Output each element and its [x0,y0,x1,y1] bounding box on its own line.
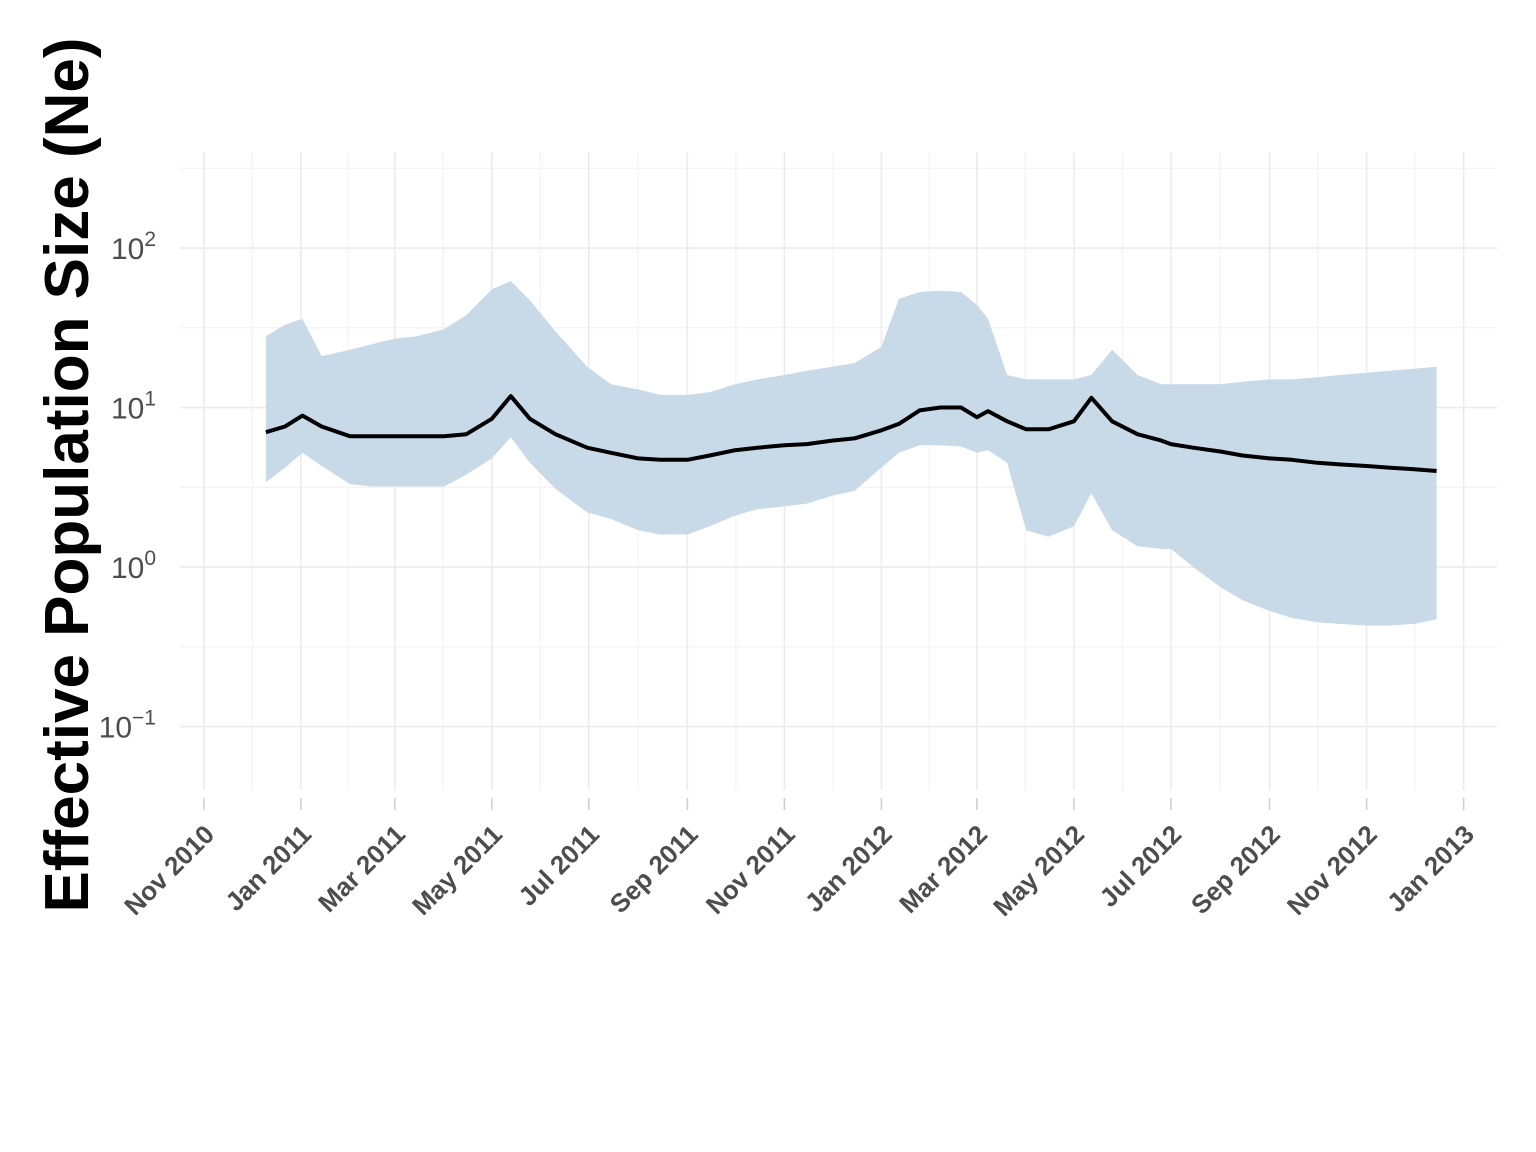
y-axis-ticks: 102 101 100 10−1 [99,228,156,745]
x-tick-label: Jul 2012 [1093,819,1187,913]
x-tick-label: Nov 2010 [118,819,220,921]
x-tick-label: May 2012 [987,819,1090,922]
x-tick-label: Nov 2011 [700,819,801,920]
x-tick-label: Jan 2012 [799,819,898,918]
x-tick-label: Mar 2011 [312,819,411,918]
y-tick-label: 102 [111,228,156,266]
y-tick-label: 100 [111,547,156,585]
median-line [265,394,1437,473]
median-series-line [265,394,1437,473]
y-tick-label: 101 [111,388,156,426]
x-tick-label: May 2011 [406,819,508,921]
confidence-ribbon [265,281,1437,626]
y-tick-label: 10−1 [99,707,156,745]
y-axis-title: Effective Population Size (Ne) [33,37,102,912]
x-tick-label: Sep 2011 [604,819,704,919]
x-tick-label: Sep 2012 [1185,819,1286,920]
confidence-band [265,281,1437,626]
x-tick-label: Mar 2012 [893,819,993,919]
x-tick-label: Jan 2011 [219,819,317,917]
x-tick-label: Nov 2012 [1281,819,1383,921]
x-tick-label: Jul 2011 [512,819,605,912]
x-tick-label: Jan 2013 [1381,819,1480,918]
